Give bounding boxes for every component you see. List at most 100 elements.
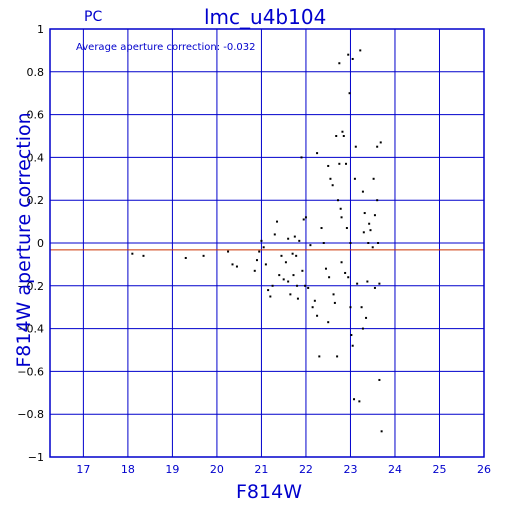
data-point	[340, 261, 343, 264]
data-point	[260, 239, 263, 242]
data-point	[373, 214, 376, 217]
data-point	[348, 92, 351, 95]
data-point	[360, 306, 363, 309]
data-point	[378, 282, 381, 285]
data-point	[351, 344, 354, 347]
data-point	[376, 145, 379, 148]
data-point	[378, 378, 381, 381]
x-tick-label: 18	[121, 463, 135, 476]
data-point	[258, 250, 261, 253]
data-point	[262, 246, 265, 249]
x-tick-label: 20	[210, 463, 224, 476]
data-point	[253, 269, 256, 272]
y-tick-label: 0	[37, 237, 44, 250]
data-point	[292, 274, 295, 277]
y-tick-labels: −1 −0.8 −0.6 −0.4 −0.2 0 0.2 0.4 0.6 0.8 1	[17, 23, 44, 464]
data-point	[327, 164, 330, 167]
data-point	[356, 282, 359, 285]
data-point	[377, 242, 380, 244]
data-point	[353, 177, 356, 180]
data-point	[296, 297, 299, 300]
plot-frame	[49, 28, 485, 458]
data-point	[353, 398, 356, 401]
x-tick-label: 26	[477, 463, 491, 476]
data-point	[328, 276, 331, 279]
data-point	[362, 231, 365, 234]
data-point	[278, 274, 281, 277]
y-tick-label: 0.4	[27, 151, 45, 164]
data-point	[333, 301, 336, 304]
data-point	[302, 218, 305, 221]
data-point	[298, 239, 301, 242]
data-point	[184, 256, 187, 259]
data-point	[365, 316, 368, 319]
x-tick-label: 21	[254, 463, 268, 476]
data-point	[372, 177, 375, 180]
data-point	[276, 220, 279, 223]
data-point	[349, 242, 352, 244]
data-point	[309, 244, 312, 247]
data-point	[338, 62, 341, 65]
y-tick-label: 0.8	[27, 66, 45, 79]
data-point	[318, 355, 321, 358]
data-point	[336, 355, 339, 358]
data-point	[376, 199, 379, 202]
data-point	[287, 280, 290, 283]
data-point	[264, 263, 267, 266]
data-point	[339, 207, 342, 210]
data-point	[361, 190, 364, 193]
data-point	[324, 267, 327, 270]
data-point	[347, 53, 350, 56]
x-tick-label: 23	[343, 463, 357, 476]
data-point	[336, 199, 339, 202]
data-point	[304, 216, 307, 219]
y-axis-label: F814W aperture correction	[13, 112, 35, 368]
data-point	[366, 280, 369, 283]
y-tick-label: −0.4	[17, 323, 44, 336]
data-point	[335, 135, 338, 137]
data-point	[351, 57, 354, 60]
data-point	[282, 278, 285, 281]
x-tick-label: 25	[432, 463, 446, 476]
data-point	[273, 233, 276, 236]
data-point	[311, 306, 314, 309]
x-axis-label: F814W	[236, 481, 302, 503]
data-point	[316, 314, 319, 317]
data-point	[284, 261, 287, 264]
data-point	[255, 259, 258, 262]
data-point	[287, 237, 290, 240]
data-point	[296, 284, 299, 287]
data-point	[291, 252, 294, 255]
data-points	[131, 49, 383, 433]
x-tick-label: 19	[165, 463, 179, 476]
data-point	[354, 145, 357, 148]
data-point	[332, 293, 335, 296]
data-point	[345, 162, 348, 165]
data-point	[300, 156, 303, 159]
y-tick-label: 0.2	[27, 194, 45, 207]
y-tick-label: 1	[37, 23, 44, 36]
data-point	[331, 184, 334, 187]
data-point	[363, 212, 366, 215]
data-point	[380, 430, 383, 433]
data-point	[349, 306, 352, 309]
y-tick-label: −1	[28, 451, 44, 464]
data-point	[373, 286, 376, 289]
data-point	[271, 284, 274, 287]
data-point	[320, 227, 323, 230]
panel-label: PC	[84, 9, 103, 25]
data-point	[329, 177, 332, 180]
chart-title: lmc_u4b104	[204, 5, 327, 29]
average-annotation: Average aperture correction: -0.032	[76, 42, 256, 53]
data-point	[379, 141, 382, 144]
y-tick-label: −0.2	[17, 280, 44, 293]
data-point	[338, 162, 341, 165]
data-point	[231, 263, 234, 266]
data-point	[235, 265, 238, 268]
data-point	[142, 254, 145, 257]
reference-lines	[50, 242, 484, 251]
data-point	[316, 152, 319, 155]
data-point	[227, 250, 230, 253]
data-point	[359, 49, 362, 52]
